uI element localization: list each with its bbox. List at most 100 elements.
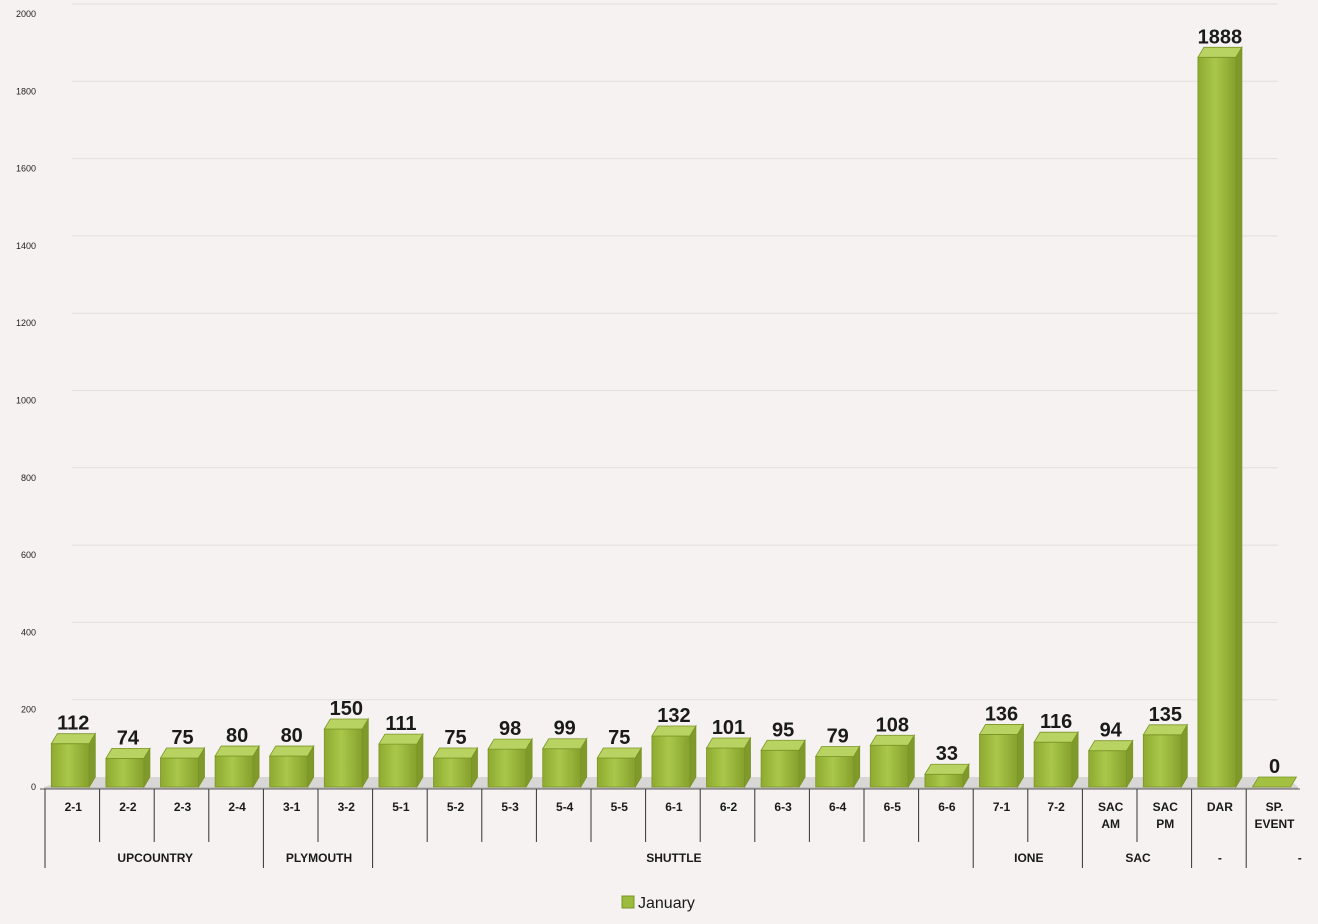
bar — [214, 744, 260, 789]
data-label: 80 — [226, 725, 248, 747]
data-labels: 112 74 75 80 80 150 111 75 98 99 75 132 101 95 79 108 33… — [57, 26, 1280, 778]
bar — [1087, 739, 1134, 789]
bar — [50, 732, 97, 789]
legend: January — [621, 895, 695, 912]
group-label: PLYMOUTH — [286, 851, 352, 865]
data-label: 75 — [171, 727, 193, 749]
category-label: 2-2 — [119, 800, 137, 814]
y-axis: 0 200 400 600 800 1000 1200 1400 1600 1800 2000 — [16, 9, 36, 792]
bar — [268, 744, 315, 789]
data-label: 1888 — [1198, 26, 1243, 48]
bar — [1197, 45, 1243, 789]
data-label: 75 — [444, 727, 466, 749]
x-axis: 2-1 2-2 2-3 2-4 3-1 3-2 5-1 5-2 5-3 5-4 5-5 6-1 6-2 6… — [40, 788, 1302, 868]
data-label: 111 — [385, 713, 416, 735]
bar — [323, 717, 370, 789]
bar — [814, 745, 861, 789]
category-label: 6-3 — [774, 800, 792, 814]
y-tick-label: 600 — [21, 550, 36, 560]
bar — [432, 746, 479, 789]
bar — [924, 762, 970, 789]
data-label: 108 — [876, 714, 909, 736]
y-tick-label: 2000 — [16, 9, 36, 19]
category-label: EVENT — [1254, 817, 1295, 831]
legend-swatch — [621, 895, 635, 909]
bar — [541, 737, 588, 789]
bar — [978, 722, 1025, 789]
data-label: 99 — [554, 718, 576, 740]
data-label: 132 — [657, 705, 690, 727]
bar — [705, 736, 752, 789]
y-tick-label: 400 — [21, 627, 36, 637]
bar — [596, 746, 643, 789]
category-label: 2-4 — [228, 800, 246, 814]
y-tick-label: 1600 — [16, 164, 36, 174]
data-label: 116 — [1040, 711, 1072, 733]
data-label: 0 — [1269, 756, 1280, 778]
category-label: 6-2 — [720, 800, 738, 814]
bars — [50, 45, 1298, 789]
y-tick-label: 1000 — [16, 396, 36, 406]
y-tick-label: 1800 — [16, 86, 36, 96]
category-label: 6-4 — [829, 800, 847, 814]
category-label: SAC — [1153, 800, 1179, 814]
legend-label: January — [638, 895, 695, 912]
category-label: SP. — [1266, 800, 1284, 814]
category-label: 6-5 — [884, 800, 902, 814]
category-label: AM — [1101, 817, 1120, 831]
category-label: PM — [1156, 817, 1174, 831]
data-label: 112 — [57, 713, 89, 735]
category-label: 5-4 — [556, 800, 574, 814]
y-tick-label: 1200 — [16, 318, 36, 328]
category-label: 5-2 — [447, 800, 465, 814]
data-label: 135 — [1149, 704, 1182, 726]
bar — [1033, 730, 1079, 789]
category-label: 7-1 — [993, 800, 1011, 814]
data-label: 98 — [499, 718, 521, 740]
category-label: 2-1 — [65, 800, 83, 814]
data-label: 33 — [936, 743, 958, 765]
category-label: 5-1 — [392, 800, 410, 814]
category-label: SAC — [1098, 800, 1124, 814]
category-label: 6-6 — [938, 800, 956, 814]
bar — [159, 746, 206, 789]
group-label: UPCOUNTRY — [117, 851, 193, 865]
bar — [760, 738, 806, 789]
y-tick-label: 0 — [31, 782, 36, 792]
bar — [869, 733, 916, 789]
category-label: 5-5 — [611, 800, 629, 814]
category-label: 5-3 — [501, 800, 519, 814]
category-label: 2-3 — [174, 800, 192, 814]
bar — [651, 724, 697, 789]
y-tick-label: 200 — [21, 705, 36, 715]
data-label: 80 — [281, 725, 303, 747]
bar — [105, 746, 151, 789]
group-label: - — [1218, 851, 1222, 865]
bar — [378, 732, 424, 789]
bar — [1251, 776, 1298, 788]
data-label: 101 — [712, 717, 745, 739]
bar — [1142, 723, 1189, 789]
group-label: SAC — [1125, 851, 1151, 865]
data-label: 74 — [117, 727, 140, 749]
data-label: 79 — [827, 725, 849, 747]
group-label: SHUTTLE — [646, 851, 701, 865]
grid-lines — [72, 3, 1278, 701]
category-label: 3-2 — [338, 800, 356, 814]
bar — [487, 737, 533, 789]
data-label: 95 — [772, 719, 794, 741]
data-label: 75 — [608, 727, 630, 749]
category-label: 7-2 — [1047, 800, 1065, 814]
group-label: IONE — [1014, 851, 1043, 865]
data-label: 150 — [330, 698, 363, 720]
y-tick-label: 800 — [21, 473, 36, 483]
data-label: 94 — [1100, 720, 1123, 742]
y-tick-label: 1400 — [16, 241, 36, 251]
category-label: 3-1 — [283, 800, 301, 814]
category-label: DAR — [1207, 800, 1233, 814]
group-label: - — [1298, 851, 1302, 865]
category-label: 6-1 — [665, 800, 683, 814]
data-label: 136 — [985, 703, 1018, 725]
